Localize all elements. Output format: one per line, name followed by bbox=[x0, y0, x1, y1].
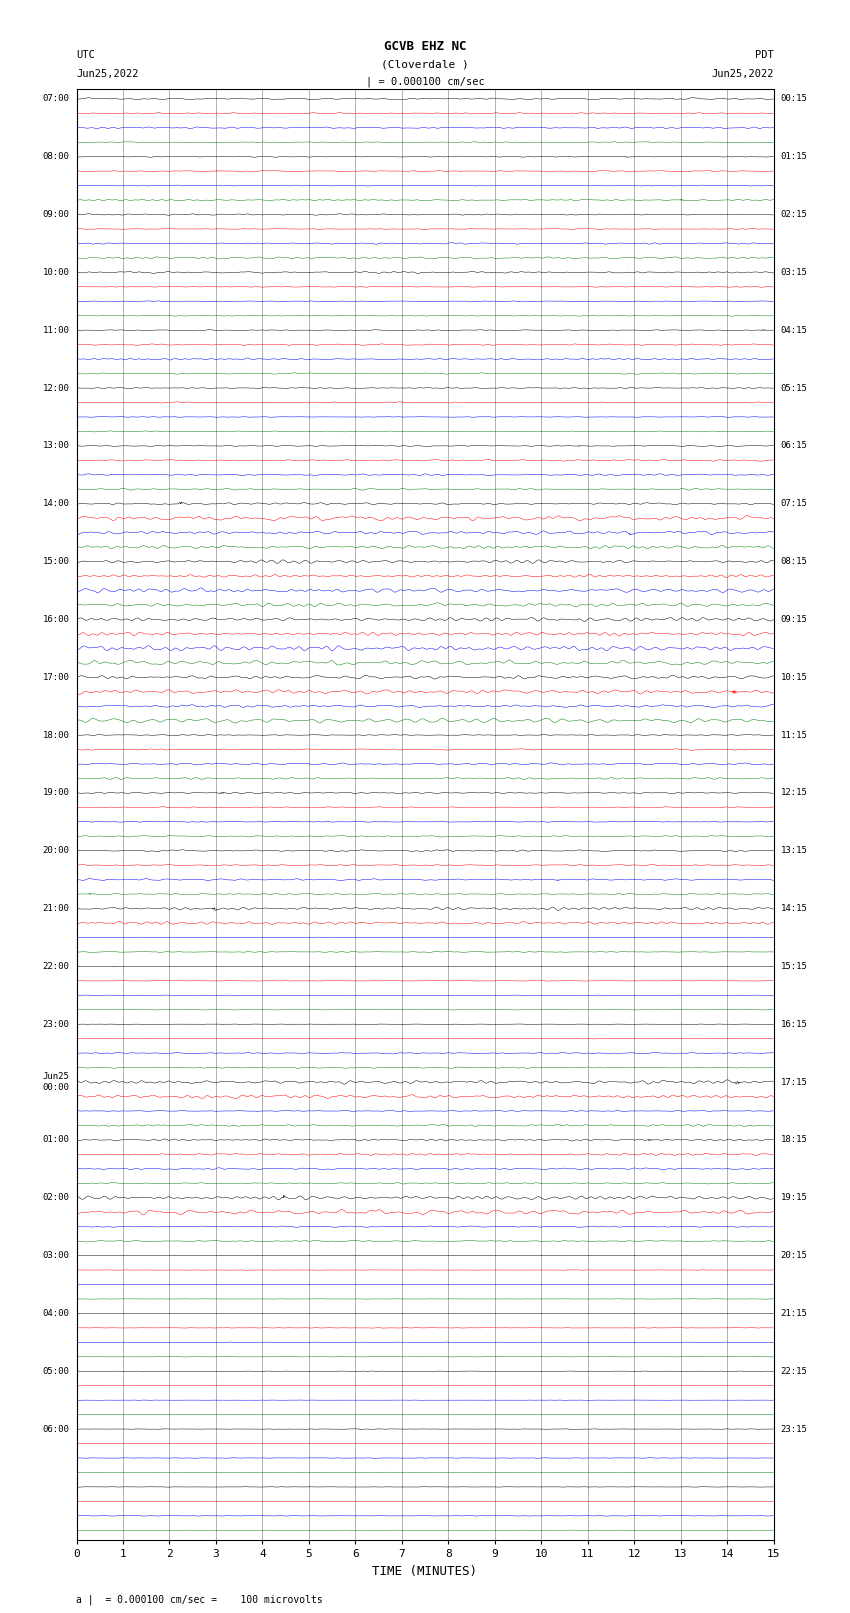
Text: 15:00: 15:00 bbox=[42, 556, 70, 566]
Text: 22:00: 22:00 bbox=[42, 961, 70, 971]
Text: 14:00: 14:00 bbox=[42, 498, 70, 508]
Text: 18:00: 18:00 bbox=[42, 731, 70, 739]
Text: 00:15: 00:15 bbox=[780, 94, 808, 103]
Text: 03:15: 03:15 bbox=[780, 268, 808, 277]
Text: 23:15: 23:15 bbox=[780, 1424, 808, 1434]
Text: 16:00: 16:00 bbox=[42, 615, 70, 624]
Text: 06:00: 06:00 bbox=[42, 1424, 70, 1434]
Text: 13:00: 13:00 bbox=[42, 442, 70, 450]
Text: 21:15: 21:15 bbox=[780, 1308, 808, 1318]
Text: Jun25
00:00: Jun25 00:00 bbox=[42, 1073, 70, 1092]
Text: 03:00: 03:00 bbox=[42, 1252, 70, 1260]
Text: 09:15: 09:15 bbox=[780, 615, 808, 624]
Text: 23:00: 23:00 bbox=[42, 1019, 70, 1029]
Text: 06:15: 06:15 bbox=[780, 442, 808, 450]
Text: 12:00: 12:00 bbox=[42, 384, 70, 392]
Text: 04:00: 04:00 bbox=[42, 1308, 70, 1318]
Text: UTC: UTC bbox=[76, 50, 95, 60]
Text: GCVB EHZ NC: GCVB EHZ NC bbox=[383, 40, 467, 53]
Text: 20:15: 20:15 bbox=[780, 1252, 808, 1260]
Text: 18:15: 18:15 bbox=[780, 1136, 808, 1144]
Text: 19:00: 19:00 bbox=[42, 789, 70, 797]
Text: 09:00: 09:00 bbox=[42, 210, 70, 219]
Text: 11:00: 11:00 bbox=[42, 326, 70, 334]
Text: a |  = 0.000100 cm/sec =    100 microvolts: a | = 0.000100 cm/sec = 100 microvolts bbox=[76, 1594, 323, 1605]
Text: 16:15: 16:15 bbox=[780, 1019, 808, 1029]
Text: 17:15: 17:15 bbox=[780, 1077, 808, 1087]
Text: 22:15: 22:15 bbox=[780, 1366, 808, 1376]
Text: 17:00: 17:00 bbox=[42, 673, 70, 682]
X-axis label: TIME (MINUTES): TIME (MINUTES) bbox=[372, 1565, 478, 1578]
Text: 02:00: 02:00 bbox=[42, 1194, 70, 1202]
Text: 11:15: 11:15 bbox=[780, 731, 808, 739]
Text: 12:15: 12:15 bbox=[780, 789, 808, 797]
Text: 01:15: 01:15 bbox=[780, 152, 808, 161]
Text: 02:15: 02:15 bbox=[780, 210, 808, 219]
Text: 14:15: 14:15 bbox=[780, 903, 808, 913]
Text: 10:15: 10:15 bbox=[780, 673, 808, 682]
Text: 07:00: 07:00 bbox=[42, 94, 70, 103]
Text: Jun25,2022: Jun25,2022 bbox=[76, 69, 139, 79]
Text: Jun25,2022: Jun25,2022 bbox=[711, 69, 774, 79]
Text: 19:15: 19:15 bbox=[780, 1194, 808, 1202]
Text: | = 0.000100 cm/sec: | = 0.000100 cm/sec bbox=[366, 76, 484, 87]
Text: 04:15: 04:15 bbox=[780, 326, 808, 334]
Text: (Cloverdale ): (Cloverdale ) bbox=[381, 60, 469, 69]
Text: PDT: PDT bbox=[755, 50, 774, 60]
Text: 01:00: 01:00 bbox=[42, 1136, 70, 1144]
Text: 20:00: 20:00 bbox=[42, 847, 70, 855]
Text: 07:15: 07:15 bbox=[780, 498, 808, 508]
Text: 10:00: 10:00 bbox=[42, 268, 70, 277]
Text: 15:15: 15:15 bbox=[780, 961, 808, 971]
Text: 05:15: 05:15 bbox=[780, 384, 808, 392]
Text: 05:00: 05:00 bbox=[42, 1366, 70, 1376]
Text: 08:15: 08:15 bbox=[780, 556, 808, 566]
Text: 13:15: 13:15 bbox=[780, 847, 808, 855]
Text: 21:00: 21:00 bbox=[42, 903, 70, 913]
Text: 08:00: 08:00 bbox=[42, 152, 70, 161]
